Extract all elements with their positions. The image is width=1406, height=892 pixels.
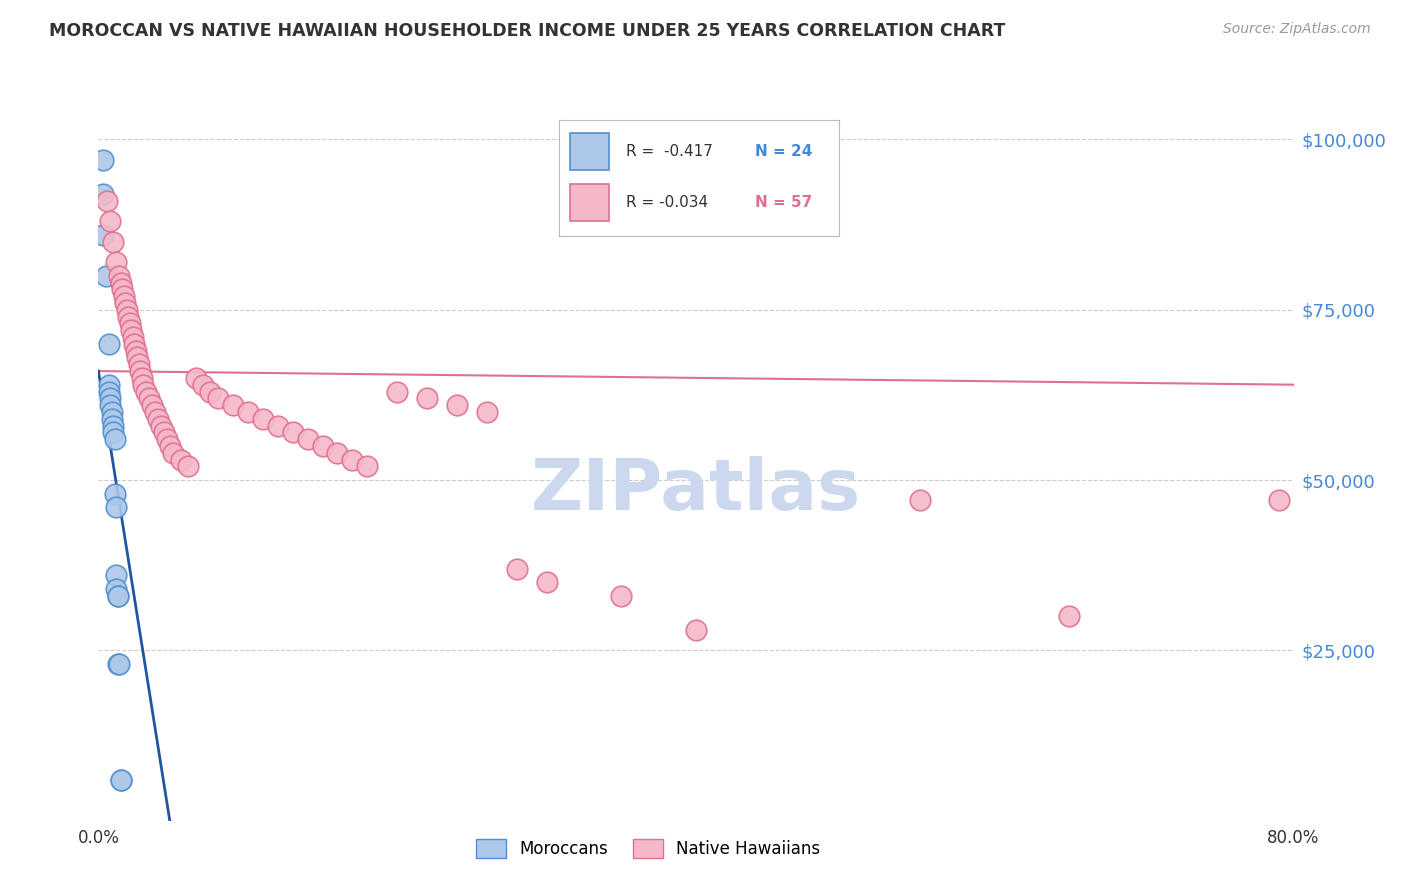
Point [191,377,214,392]
Point [108,657,131,671]
Point [110,772,132,787]
Point [131,371,153,385]
Point [108,268,131,283]
Point [416,392,439,406]
Point [91,227,114,242]
Point [184,371,207,385]
Point [98,398,122,412]
Point [385,384,409,399]
Point [148,411,170,425]
Legend: Moroccans, Native Hawaiians: Moroccans, Native Hawaiians [470,832,827,864]
Point [110,276,132,290]
Point [98,214,122,228]
Point [107,657,129,671]
Point [103,425,125,440]
Point [112,289,135,303]
Point [115,302,138,317]
Point [118,317,141,331]
Point [200,384,222,399]
Point [120,323,142,337]
Point [97,336,120,351]
Point [1059,609,1081,624]
Point [105,582,128,596]
Point [105,568,128,582]
Text: ZIPatlas: ZIPatlas [531,457,860,525]
Point [342,452,364,467]
Point [475,405,498,419]
Point [127,351,149,365]
Point [98,392,122,406]
Point [222,398,245,412]
Point [91,186,114,201]
Point [103,418,125,433]
Point [153,425,176,440]
Point [610,589,633,603]
Point [1267,493,1289,508]
Point [141,398,163,412]
Point [125,343,148,358]
Point [91,153,114,167]
Point [104,486,127,500]
Point [128,357,150,371]
Point [110,772,132,787]
Point [162,446,184,460]
Point [101,411,124,425]
Point [114,296,136,310]
Point [311,439,333,453]
Point [281,425,304,440]
Point [506,561,529,575]
Point [252,411,274,425]
Point [121,330,143,344]
Text: MOROCCAN VS NATIVE HAWAIIAN HOUSEHOLDER INCOME UNDER 25 YEARS CORRELATION CHART: MOROCCAN VS NATIVE HAWAIIAN HOUSEHOLDER … [49,22,1005,40]
Point [143,405,166,419]
Point [94,268,117,283]
Point [105,500,128,515]
Point [150,418,173,433]
Point [97,377,120,392]
Point [536,575,558,590]
Point [101,405,124,419]
Point [207,392,229,406]
Point [117,310,139,324]
Point [685,623,707,637]
Point [356,459,378,474]
Point [169,452,191,467]
Point [908,493,931,508]
Point [132,377,155,392]
Point [326,446,349,460]
Point [177,459,200,474]
Point [124,336,146,351]
Point [104,432,127,446]
Text: Source: ZipAtlas.com: Source: ZipAtlas.com [1223,22,1371,37]
Point [107,589,129,603]
Point [105,255,128,269]
Point [103,235,125,249]
Point [97,384,120,399]
Point [135,384,157,399]
Point [138,392,160,406]
Point [236,405,259,419]
Point [267,418,290,433]
Point [297,432,319,446]
Point [96,194,118,208]
Point [129,364,152,378]
Point [446,398,468,412]
Point [159,439,181,453]
Point [111,282,134,296]
Point [156,432,179,446]
Point [107,589,129,603]
